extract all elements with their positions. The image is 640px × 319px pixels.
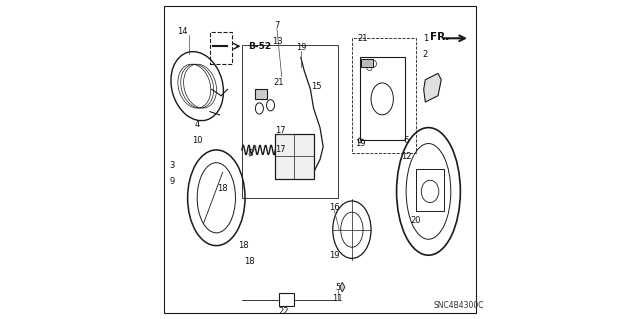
Ellipse shape	[309, 174, 312, 177]
Text: 10: 10	[192, 136, 202, 145]
Text: SNC4B4300C: SNC4B4300C	[433, 301, 484, 310]
Text: 17: 17	[275, 145, 285, 154]
Text: 18: 18	[244, 257, 255, 266]
Text: 5: 5	[335, 283, 340, 292]
Text: 21: 21	[358, 34, 368, 43]
Bar	[210, 32, 232, 64]
Text: 9: 9	[169, 177, 174, 186]
Ellipse shape	[275, 136, 278, 139]
Text: 12: 12	[401, 152, 412, 161]
Text: 20: 20	[410, 216, 421, 225]
Text: 8: 8	[247, 149, 253, 158]
Text: 1: 1	[422, 34, 428, 43]
Text: 18: 18	[218, 184, 228, 193]
Text: 15: 15	[312, 82, 322, 91]
Bar	[360, 57, 404, 140]
Text: 18: 18	[238, 241, 249, 250]
Text: 19: 19	[329, 251, 340, 260]
Text: 16: 16	[329, 203, 340, 212]
Text: 6: 6	[403, 136, 409, 145]
Text: 7: 7	[275, 21, 280, 30]
Text: 2: 2	[422, 50, 428, 59]
Text: B-52: B-52	[248, 42, 271, 51]
Ellipse shape	[275, 174, 278, 177]
Text: 21: 21	[273, 78, 284, 87]
Bar	[362, 59, 372, 67]
Text: 13: 13	[271, 37, 282, 46]
Bar	[416, 169, 444, 211]
Bar	[255, 89, 268, 99]
Text: FR.: FR.	[430, 32, 449, 42]
Ellipse shape	[309, 136, 312, 139]
Bar	[352, 38, 416, 153]
Text: 19: 19	[296, 43, 306, 52]
Polygon shape	[340, 282, 345, 292]
Text: 19: 19	[355, 139, 365, 148]
Text: 22: 22	[278, 307, 289, 315]
Bar	[275, 134, 314, 179]
Bar	[278, 293, 294, 306]
Text: 17: 17	[275, 126, 285, 135]
Text: 4: 4	[195, 120, 200, 129]
Text: 11: 11	[332, 294, 343, 303]
Text: 3: 3	[169, 161, 174, 170]
Polygon shape	[424, 73, 441, 102]
Text: 14: 14	[177, 27, 188, 36]
Bar	[242, 45, 337, 198]
